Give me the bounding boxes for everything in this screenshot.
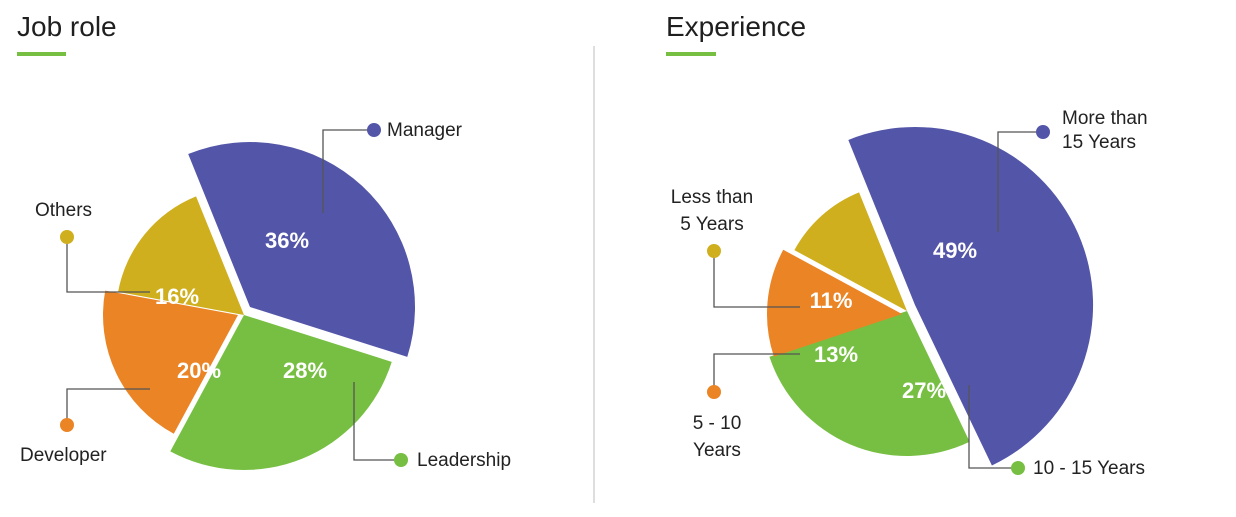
job-role-chart: Job role 36% Manager 28% Leadership 20% Devel… (17, 11, 511, 471)
leader-line-5-10-years (713, 353, 800, 392)
category-label-less-than-5-years: 5 Years (680, 214, 743, 235)
category-label-others: Others (35, 200, 92, 221)
experience-title-underline (666, 52, 716, 56)
legend-marker-manager (367, 123, 381, 137)
job-role-title-underline (17, 52, 66, 56)
category-label-more-than-15-years: 15 Years (1062, 132, 1136, 153)
legend-marker-developer (60, 418, 74, 432)
slice-more-than-15-years (848, 126, 1094, 466)
experience-chart: Experience 49% More than 15 Years 27% 10 - 1… (666, 11, 1148, 479)
slice-manager (188, 141, 416, 357)
leader-line-less-than-5-years (713, 251, 800, 308)
data-label-10-15-years: 27% (902, 378, 946, 403)
experience-title: Experience (666, 11, 806, 42)
slice-developer (103, 290, 239, 434)
job-role-title: Job role (17, 11, 117, 42)
leader-line-more-than-15-years (997, 131, 1043, 232)
category-label-less-than-5-years: Less than (671, 187, 753, 208)
category-label-5-10-years: Years (693, 440, 741, 461)
slice-leadership (170, 315, 392, 471)
slice-others (118, 196, 244, 315)
data-label-5-10-years: 13% (814, 342, 858, 367)
data-label-others: 16% (155, 284, 199, 309)
leader-line-manager (322, 129, 374, 213)
experience-pie: 49% More than 15 Years 27% 10 - 15 Years 13% 5… (671, 108, 1148, 479)
category-label-leadership: Leadership (417, 450, 511, 471)
legend-marker-5-10-years (707, 385, 721, 399)
slice-10-15-years (769, 311, 970, 457)
legend-marker-10-15-years (1011, 461, 1025, 475)
data-label-developer: 20% (177, 358, 221, 383)
legend-marker-leadership (394, 453, 408, 467)
slice-less-than-5-years (794, 192, 907, 311)
legend-marker-more-than-15-years (1036, 125, 1050, 139)
leader-line-others (66, 237, 150, 293)
job-role-pie: 36% Manager 28% Leadership 20% Developer 16% Ot… (20, 120, 511, 471)
leader-line-leadership (353, 382, 401, 461)
data-label-more-than-15-years: 49% (933, 238, 977, 263)
legend-marker-others (60, 230, 74, 244)
leader-line-10-15-years (968, 385, 1018, 469)
category-label-developer: Developer (20, 445, 107, 466)
category-label-manager: Manager (387, 120, 463, 141)
legend-marker-less-than-5-years (707, 244, 721, 258)
category-label-5-10-years: 5 - 10 (693, 413, 742, 434)
data-label-less-than-5-years: 11% (810, 288, 853, 313)
data-label-manager: 36% (265, 228, 309, 253)
category-label-10-15-years: 10 - 15 Years (1033, 458, 1145, 479)
data-label-leadership: 28% (283, 358, 327, 383)
leader-line-developer (66, 388, 150, 425)
slice-5-10-years (767, 249, 902, 357)
category-label-more-than-15-years: More than (1062, 108, 1148, 129)
